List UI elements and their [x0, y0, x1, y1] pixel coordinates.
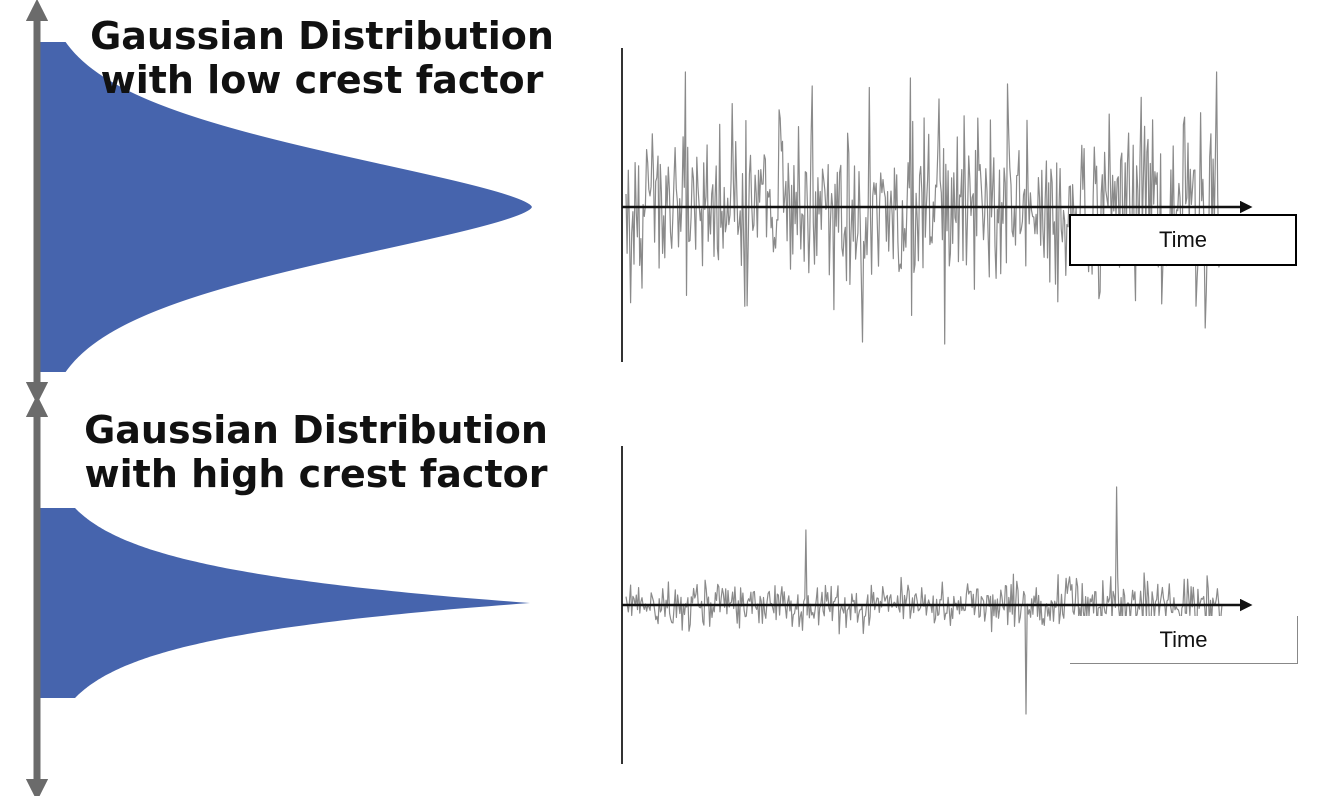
low-crest-title: Gaussian Distribution with low crest fac… [62, 14, 582, 102]
high-crest-title-line-1: Gaussian Distribution [84, 408, 548, 452]
low-crest-title-line-2: with low crest factor [100, 58, 544, 102]
high-time-label: Time [1070, 616, 1298, 664]
low-crest-noise-signal [625, 71, 1221, 345]
low-time-label: Time [1069, 214, 1297, 266]
high-crest-distribution-curve [40, 508, 530, 698]
low-crest-title-line-1: Gaussian Distribution [90, 14, 554, 58]
high-crest-noise-signal [625, 486, 1223, 715]
low-crest-distribution-curve [40, 42, 532, 372]
high-crest-title-line-2: with high crest factor [84, 452, 548, 496]
high-crest-title: Gaussian Distribution with high crest fa… [56, 408, 576, 496]
